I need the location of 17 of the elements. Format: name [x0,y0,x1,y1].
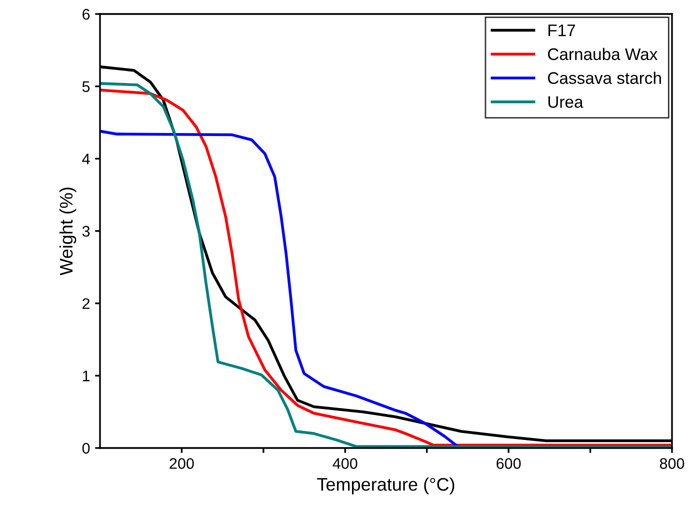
x-tick-label: 200 [170,458,194,469]
y-tick-label: 3 [82,226,90,237]
x-tick-label: 600 [496,458,521,469]
legend-label: F17 [548,24,576,36]
legend-label: Cassava starch [548,72,661,84]
legend-label: Urea [548,96,584,108]
y-tick-label: 2 [82,298,90,309]
x-axis-title: Temperature (°C) [317,478,454,494]
y-tick-label: 0 [82,442,90,454]
y-tick-label: 5 [82,81,90,92]
x-tick-label: 800 [660,458,684,469]
y-axis-title: Weight (%) [59,188,76,276]
y-tick-label: 1 [82,370,90,382]
y-tick-label: 4 [82,154,90,164]
x-tick-label: 400 [332,458,358,469]
y-tick-label: 6 [82,8,90,20]
legend-label: Carnauba Wax [548,48,658,60]
